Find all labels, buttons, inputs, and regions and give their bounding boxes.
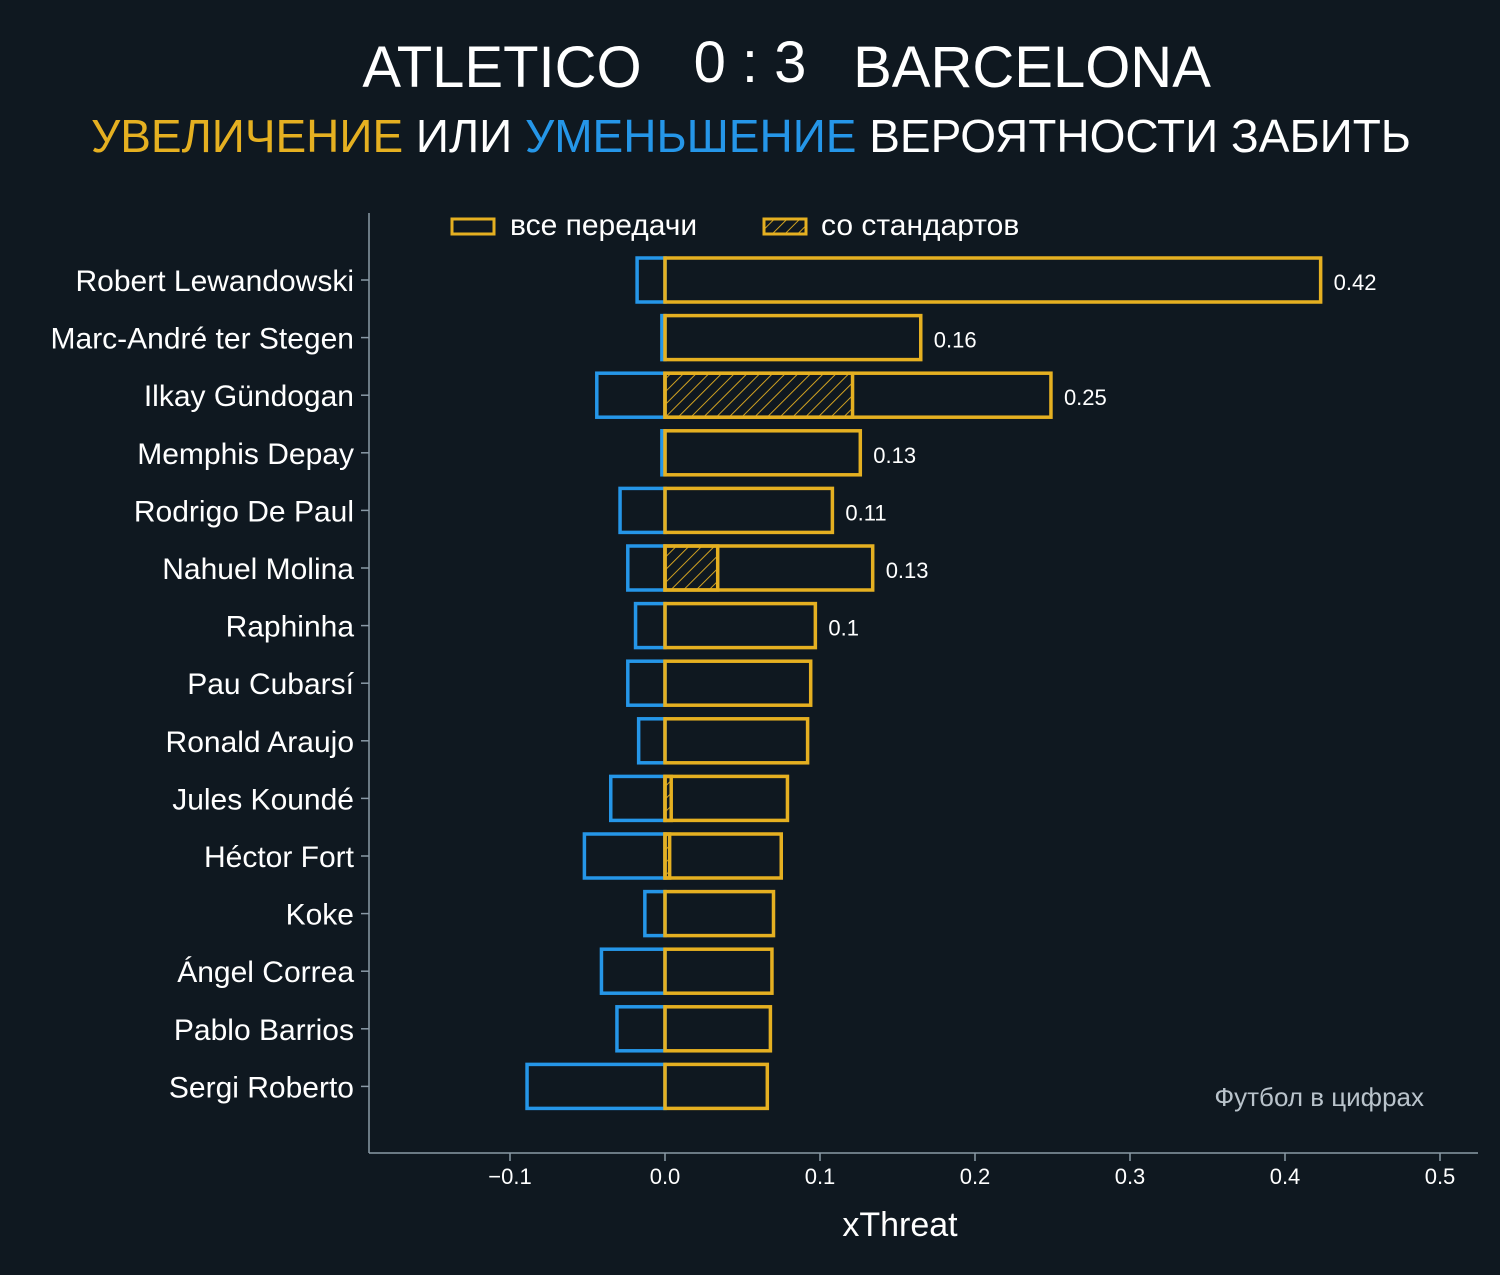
bar-value-label: 0.42 [1334, 270, 1377, 295]
legend-swatch-all-passes [450, 217, 496, 236]
bar-increase [663, 717, 810, 765]
y-tick-label: Koke [286, 899, 354, 932]
x-tick-label: 0.1 [805, 1164, 836, 1189]
y-tick-label: Marc-André ter Stegen [51, 323, 354, 356]
bar-increase [663, 832, 783, 880]
y-tick-label: Rodrigo De Paul [134, 495, 354, 528]
y-tick-label: Raphinha [226, 611, 355, 644]
bar-increase [663, 313, 923, 362]
bar-decrease [599, 947, 667, 995]
bar-increase [663, 947, 774, 995]
bar-decrease [626, 544, 667, 592]
y-tick-label: Ilkay Gündogan [144, 380, 354, 413]
bar-set-pieces [663, 544, 720, 592]
bar-decrease [609, 774, 667, 823]
y-tick-label: Pablo Barrios [174, 1014, 354, 1047]
y-tick-label: Robert Lewandowski [76, 265, 354, 298]
subtitle-decrease: УМЕНЬШЕНИЕ [525, 110, 856, 162]
y-tick-label: Jules Koundé [172, 783, 354, 816]
subtitle-rest: ВЕРОЯТНОСТИ ЗАБИТЬ [869, 110, 1411, 162]
subtitle-increase: УВЕЛИЧЕНИЕ [91, 110, 403, 162]
bar-value-label: 0.13 [886, 558, 929, 583]
y-tick-label: Ronald Araujo [166, 726, 354, 759]
bar-increase [663, 544, 875, 592]
bar-value-label: 0.13 [873, 443, 916, 468]
credit-watermark: Футбол в цифрах [1214, 1082, 1424, 1112]
bar-increase [663, 371, 1053, 419]
bar-decrease [636, 717, 667, 765]
legend-label-all-passes: все передачи [510, 209, 697, 242]
bar-increase [663, 659, 813, 707]
bar-decrease [643, 889, 667, 938]
away-team-name: BARCELONA [853, 35, 1211, 100]
legend-label-set-pieces: со стандартов [821, 209, 1019, 242]
chart-subtitle: УВЕЛИЧЕНИЕ ИЛИ УМЕНЬШЕНИЕ ВЕРОЯТНОСТИ ЗА… [91, 110, 1411, 162]
x-tick-label: 0.3 [1115, 1164, 1146, 1189]
x-tick-label: 0.5 [1425, 1164, 1456, 1189]
x-tick-label: 0.2 [960, 1164, 991, 1189]
match-score: 0 : 3 [694, 30, 807, 95]
y-tick-label: Nahuel Molina [162, 553, 354, 586]
bar-decrease [633, 601, 667, 650]
bar-increase [663, 1062, 770, 1111]
bar-increase [663, 486, 835, 535]
y-tick-label: Sergi Roberto [169, 1071, 354, 1104]
home-team-name: ATLETICO [362, 35, 641, 100]
bar-decrease [525, 1062, 667, 1111]
y-tick-label: Ángel Correa [177, 956, 354, 989]
bar-increase [663, 889, 776, 938]
ticks-layer: Robert Lewandowski Marc-André ter Stegen I… [51, 265, 1456, 1189]
bar-increase [663, 1005, 773, 1053]
x-tick-label: 0.0 [650, 1164, 681, 1189]
bar-value-label: 0.25 [1064, 385, 1107, 410]
bar-increase [663, 774, 790, 823]
x-tick-label: 0.4 [1270, 1164, 1301, 1189]
legend-swatch-set-pieces [762, 217, 808, 236]
bar-decrease [635, 256, 667, 304]
y-tick-label: Pau Cubarsí [187, 668, 354, 701]
bar-decrease [582, 832, 667, 880]
bar-decrease [618, 486, 667, 535]
bar-increase [663, 256, 1323, 304]
bars-layer: 0.42 0.16 0.25 0.13 0.11 0.13 0.1 [525, 256, 1377, 1111]
subtitle-or: ИЛИ [416, 110, 525, 162]
bar-increase [663, 429, 863, 477]
bar-set-pieces [663, 371, 855, 419]
y-tick-label: Héctor Fort [204, 841, 355, 874]
x-axis-title: xThreat [842, 1206, 958, 1244]
bar-decrease [595, 371, 667, 419]
bar-decrease [626, 659, 667, 707]
bar-value-label: 0.11 [845, 500, 886, 525]
bar-value-label: 0.16 [934, 328, 977, 353]
bar-value-label: 0.1 [828, 616, 859, 641]
bar-decrease [615, 1005, 667, 1053]
x-tick-label: −0.1 [488, 1164, 531, 1189]
bar-increase [663, 601, 818, 650]
y-tick-label: Memphis Depay [137, 438, 354, 471]
